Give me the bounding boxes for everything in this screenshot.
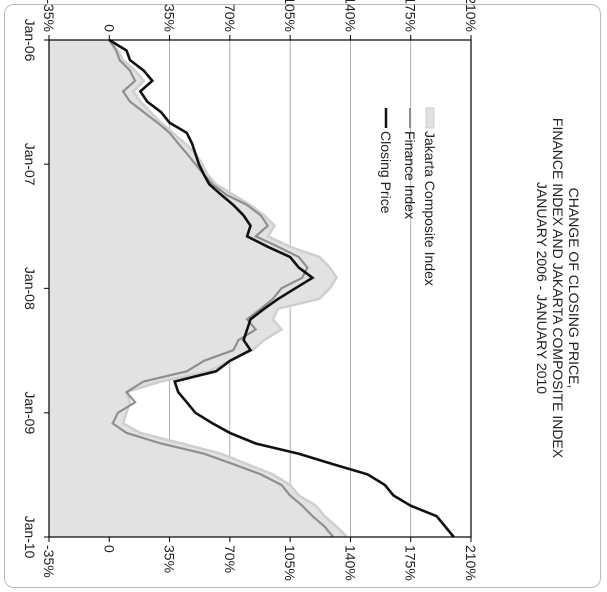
value-tick-label-top: 35%: [162, 4, 178, 32]
value-tick-label-bottom: 140%: [342, 545, 358, 581]
legend-label-closing: Closing Price: [378, 131, 394, 214]
title-line-3: JANUARY 2006 - JANUARY 2010: [534, 182, 550, 394]
value-tick-label-bottom: -35%: [41, 545, 57, 578]
legend-swatch-jci: [425, 107, 435, 129]
axes: [44, 35, 472, 542]
date-tick-label: Jan-06: [22, 19, 38, 62]
legend-label-finance: Finance Index: [402, 131, 418, 219]
date-tick-label: Jan-09: [22, 391, 38, 434]
closing-price-line: [108, 38, 455, 538]
value-tick-label-top: 140%: [342, 0, 358, 32]
legend: Jakarta Composite Index Finance Index Cl…: [378, 107, 438, 286]
value-tick-label-top: 210%: [463, 0, 479, 32]
value-tick-label-bottom: 70%: [222, 545, 238, 573]
finance-index-line: [108, 39, 335, 538]
date-tick-label: Jan-10: [22, 516, 38, 559]
date-tick-label: Jan-07: [22, 143, 38, 186]
value-tick-label-top: 0: [101, 24, 117, 32]
value-tick-label-bottom: 0: [101, 545, 117, 553]
value-tick-label-bottom: 105%: [282, 545, 298, 581]
title-line-2: FINANCE INDEX AND JAKARTA COMPOSITE INDE…: [550, 118, 566, 459]
value-tick-label-top: 70%: [222, 4, 238, 32]
value-tick-label-top: 175%: [403, 0, 419, 32]
chart-title: CHANGE OF CLOSING PRICE, FINANCE INDEX A…: [534, 118, 582, 459]
value-tick-label-top: 105%: [282, 0, 298, 32]
title-line-1: CHANGE OF CLOSING PRICE,: [566, 188, 582, 389]
value-tick-label-bottom: 175%: [403, 545, 419, 581]
jci-line: [108, 39, 348, 538]
legend-label-jci: Jakarta Composite Index: [422, 131, 438, 286]
jci-area: [49, 40, 347, 537]
value-tick-label-bottom: 210%: [463, 545, 479, 581]
date-tick-label: Jan-08: [22, 267, 38, 310]
value-tick-label-top: -35%: [41, 0, 57, 32]
tick-labels: -35% -35% 0 0 35% 35% 70% 70% 105% 105% 140% 140% 17…: [22, 0, 479, 581]
value-tick-label-bottom: 35%: [162, 545, 178, 573]
rotated-tick-labels: -35% -35% 0 0 35% 35% 70% 70% 105% 105% 140% 140% 17…: [22, 0, 479, 581]
